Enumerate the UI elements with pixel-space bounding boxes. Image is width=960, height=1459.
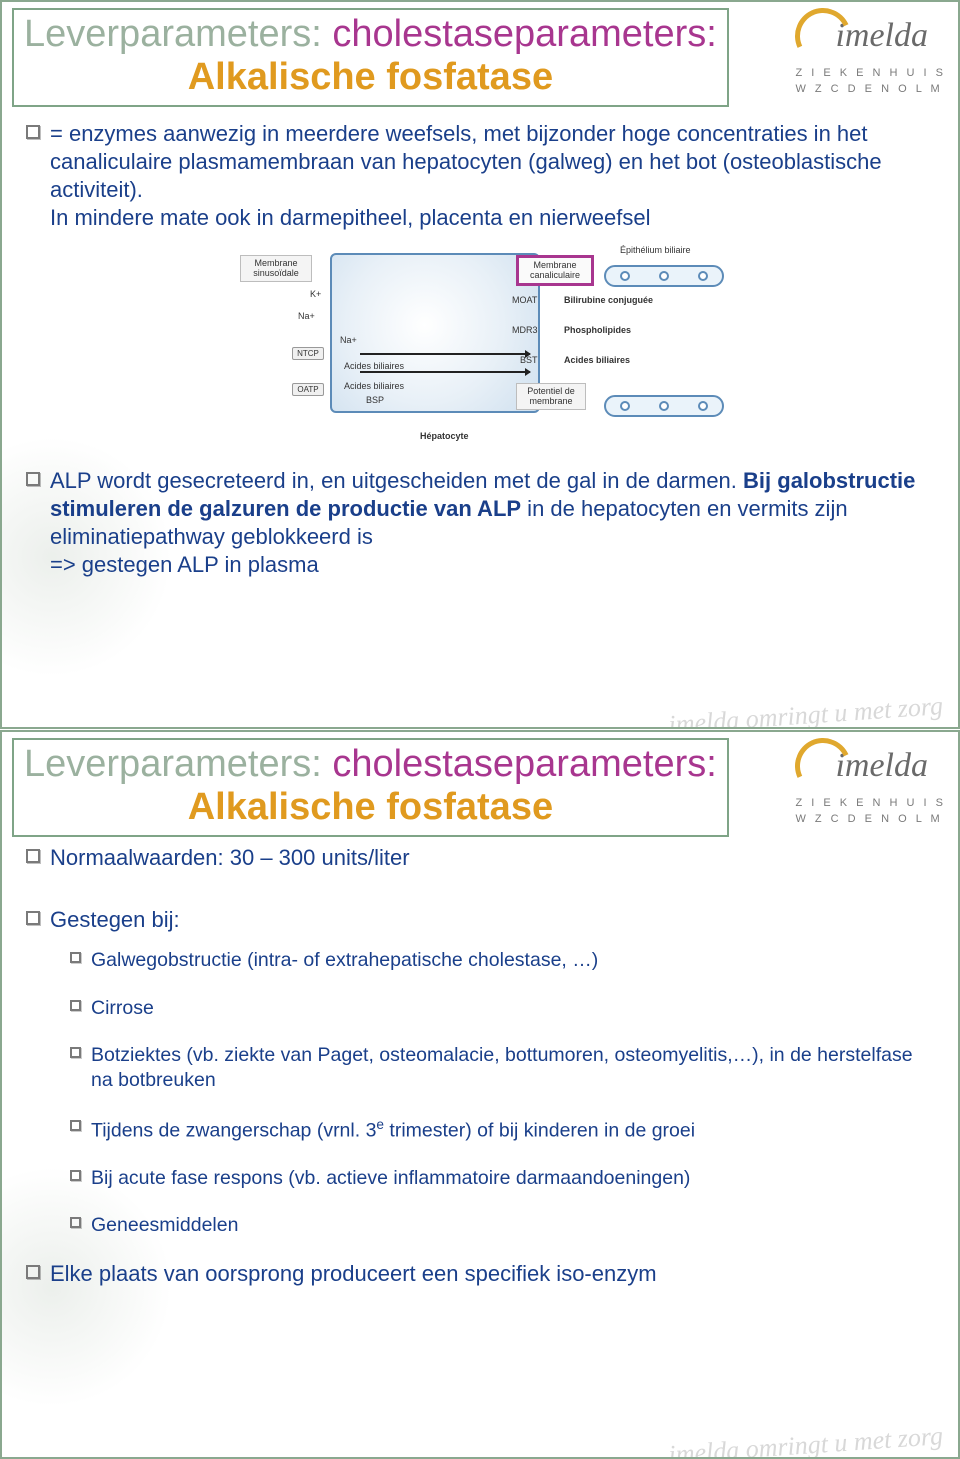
p1a: = enzymes aanwezig in meerdere weefsels,… [50,121,882,202]
title-line-1: Leverparameters: cholestaseparameters: [24,744,717,786]
sub-text-6: Geneesmiddelen [91,1213,238,1238]
label-ab1: Acides biliaires [344,361,404,371]
bullet-1: = enzymes aanwezig in meerdere weefsels,… [26,120,934,233]
title-lever: Leverparameters: [24,743,332,785]
dot-icon [698,401,708,411]
logo-row: imelda [795,738,946,794]
logo-arc-icon [788,0,860,72]
bullet-icon [70,1217,81,1228]
slide-2: Leverparameters: cholestaseparameters: A… [0,730,960,1459]
title-sub: Alkalische fosfatase [24,56,717,99]
slide1-content: = enzymes aanwezig in meerdere weefsels,… [26,120,934,589]
dot-icon [620,271,630,281]
hepatocyte-diagram: Membrane sinusoïdale Membrane canalicula… [220,243,740,453]
bullet-last: Elke plaats van oorsprong produceert een… [26,1260,934,1288]
sub-text-3: Botziektes (vb. ziekte van Paget, osteom… [91,1043,934,1094]
last-text: Elke plaats van oorsprong produceert een… [50,1260,657,1288]
bullet-icon [70,1000,81,1011]
sub-item-2: Cirrose [70,996,934,1021]
normal-text: Normaalwaarden: 30 – 300 units/liter [50,844,410,872]
label-epithelium: Épithélium biliaire [620,245,691,255]
label-membrane-canaliculaire: Membrane canaliculaire [516,255,594,287]
dot-icon [659,271,669,281]
label-ab3: Acides biliaires [564,355,630,365]
title-box: Leverparameters: cholestaseparameters: A… [12,738,729,837]
bullet-icon [70,952,81,963]
bullet-2: ALP wordt gesecreteerd in, en uitgeschei… [26,467,934,580]
label-membrane-sinusoidale: Membrane sinusoïdale [240,255,312,283]
label-bili: Bilirubine conjuguée [564,295,653,305]
title-chol: cholestaseparameters: [332,743,716,785]
logo-sub1: Z I E K E N H U I S [795,796,946,810]
label-hepatocyte: Hépatocyte [420,431,469,441]
tagline: imelda omringt u met zorg [668,691,944,729]
sub-text-5: Bij acute fase respons (vb. actieve infl… [91,1166,690,1191]
title-line-1: Leverparameters: cholestaseparameters: [24,14,717,56]
p2a: ALP wordt gesecreteerd in, en uitgeschei… [50,468,743,493]
sub-item-1: Galwegobstructie (intra- of extrahepatis… [70,948,934,973]
sub-list: Galwegobstructie (intra- of extrahepatis… [70,948,934,1238]
bullet-icon [26,1265,40,1279]
duct-bottom [604,395,724,417]
label-moat: MOAT [512,295,537,305]
p1b: In mindere mate ook in darmepitheel, pla… [50,205,650,230]
label-mdr3: MDR3 [512,325,538,335]
bullet-icon [26,911,40,925]
title-lever: Leverparameters: [24,13,332,55]
bullet-icon [70,1047,81,1058]
label-ab2: Acides biliaires [344,381,404,391]
slide-1: Leverparameters: cholestaseparameters: A… [0,0,960,729]
arrow-icon [360,371,530,373]
label-ntcp: NTCP [292,347,324,360]
sub-item-3: Botziektes (vb. ziekte van Paget, osteom… [70,1043,934,1094]
label-na2: Na+ [340,335,357,345]
label-na: Na+ [298,311,315,321]
title-box: Leverparameters: cholestaseparameters: A… [12,8,729,107]
dot-icon [620,401,630,411]
bullet-1-text: = enzymes aanwezig in meerdere weefsels,… [50,120,934,233]
bullet-normal: Normaalwaarden: 30 – 300 units/liter [26,844,934,872]
bullet-icon [70,1170,81,1181]
label-phos: Phospholipides [564,325,631,335]
logo-sub2: W Z C D E N O L M [795,82,946,96]
bullet-icon [70,1120,81,1131]
gestegen-text: Gestegen bij: [50,906,180,934]
bullet-icon [26,472,40,486]
logo: imelda Z I E K E N H U I S W Z C D E N O… [795,8,946,97]
logo-sub2: W Z C D E N O L M [795,812,946,826]
slide2-content: Normaalwaarden: 30 – 300 units/liter Ges… [26,844,934,1298]
label-k: K+ [310,289,321,299]
label-bsp: BSP [366,395,384,405]
sub-item-6: Geneesmiddelen [70,1213,934,1238]
bullet-icon [26,125,40,139]
arrow-icon [360,353,530,355]
i4sup: e [376,1117,384,1132]
tagline: imelda omringt u met zorg [668,1421,944,1459]
p2c: => gestegen ALP in plasma [50,552,319,577]
bullet-gestegen: Gestegen bij: [26,906,934,934]
title-sub: Alkalische fosfatase [24,786,717,829]
sub-item-5: Bij acute fase respons (vb. actieve infl… [70,1166,934,1191]
sub-text-1: Galwegobstructie (intra- of extrahepatis… [91,948,598,973]
i4a: Tijdens de zwangerschap (vrnl. 3 [91,1119,376,1141]
sub-text-2: Cirrose [91,996,154,1021]
bullet-icon [26,849,40,863]
dot-icon [698,271,708,281]
dot-icon [659,401,669,411]
label-oatp: OATP [292,383,324,396]
logo: imelda Z I E K E N H U I S W Z C D E N O… [795,738,946,827]
logo-row: imelda [795,8,946,64]
label-potentiel: Potentiel de membrane [516,383,586,411]
logo-arc-icon [788,730,860,802]
sub-text-4: Tijdens de zwangerschap (vrnl. 3e trimes… [91,1116,695,1144]
sub-item-4: Tijdens de zwangerschap (vrnl. 3e trimes… [70,1116,934,1144]
i4b: trimester) of bij kinderen in de groei [384,1119,695,1141]
bullet-2-text: ALP wordt gesecreteerd in, en uitgeschei… [50,467,934,580]
logo-sub1: Z I E K E N H U I S [795,66,946,80]
duct-top [604,265,724,287]
title-chol: cholestaseparameters: [332,13,716,55]
